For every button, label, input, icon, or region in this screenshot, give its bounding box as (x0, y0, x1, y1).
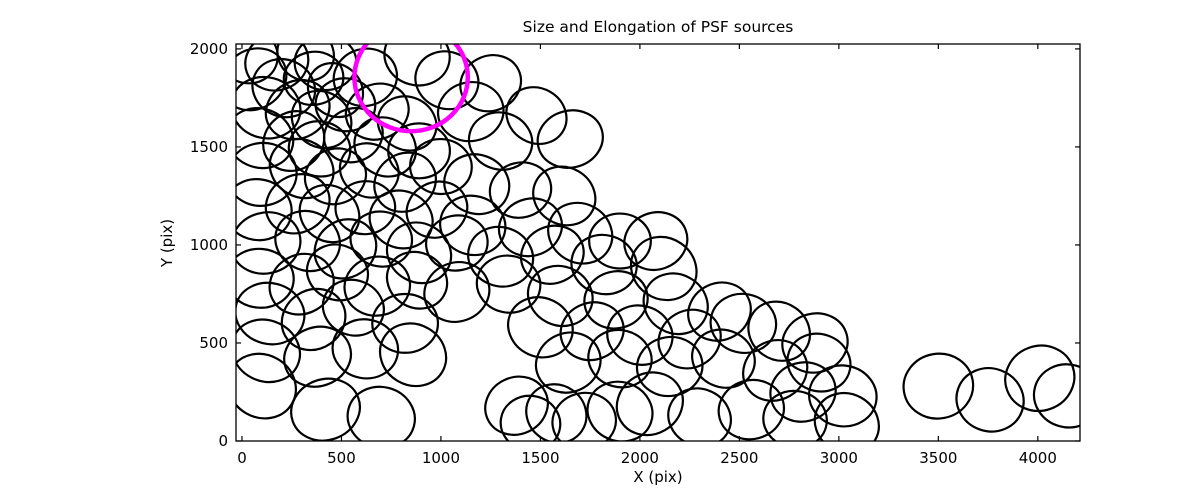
psf-source-ellipse (547, 201, 614, 265)
psf-source-ellipse (385, 250, 449, 310)
psf-source-ellipse (488, 161, 553, 219)
psf-source-markers (236, 44, 1080, 441)
psf-source-ellipse (409, 137, 473, 196)
psf-source-ellipse (264, 173, 331, 235)
x-tick-label: 0 (237, 449, 247, 467)
psf-source-ellipse (762, 389, 828, 441)
psf-source-ellipse (526, 264, 594, 328)
x-tick-label: 1000 (422, 449, 460, 467)
psf-source-ellipse (687, 281, 752, 342)
psf-source-ellipse (623, 211, 689, 271)
psf-source-ellipse (298, 183, 361, 244)
psf-source-ellipse (332, 47, 399, 108)
psf-source-ellipse (484, 375, 549, 436)
x-tick-label: 1500 (521, 449, 559, 467)
psf-source-ellipse (334, 180, 397, 236)
psf-source-ellipse (274, 209, 341, 273)
chart-title: Size and Elongation of PSF sources (523, 18, 794, 36)
psf-source-ellipse (467, 111, 534, 171)
psf-source-ellipse (499, 394, 562, 441)
highlighted-source-marker (352, 44, 471, 134)
psf-source-ellipse (747, 300, 812, 362)
y-tick-label: 2000 (190, 40, 228, 58)
psf-source-ellipse (346, 385, 416, 441)
psf-source-ellipse (559, 301, 625, 362)
psf-source-ellipse (536, 109, 604, 169)
psf-source-ellipse (236, 247, 295, 309)
y-tick-label: 1000 (190, 236, 228, 254)
psf-source-ellipse (268, 252, 335, 316)
highlighted-psf-source-ellipse (352, 44, 471, 134)
psf-source-ellipse (353, 116, 418, 178)
psf-source-ellipse (344, 82, 410, 141)
psf-source-ellipse (902, 352, 975, 420)
psf-source-ellipse (376, 95, 438, 152)
psf-source-ellipse (813, 391, 880, 441)
psf-source-ellipse (236, 107, 295, 170)
psf-source-ellipse (236, 141, 298, 207)
psf-source-ellipse (383, 44, 451, 87)
psf-source-ellipse (955, 367, 1025, 433)
y-axis-title: Y (pix) (158, 219, 176, 268)
psf-source-ellipse (570, 233, 638, 296)
psf-source-ellipse (507, 296, 574, 359)
y-tick-label: 1500 (190, 138, 228, 156)
psf-source-ellipse (635, 335, 704, 398)
psf-source-ellipse (1032, 363, 1080, 429)
psf-source-ellipse (303, 147, 368, 206)
psf-source-ellipse (497, 197, 564, 258)
psf-source-ellipse (280, 287, 347, 352)
axis-tick-labels: 0 500 1000 1500 2000 2500 3000 3500 4000 0 500 1000… (190, 40, 1057, 467)
psf-source-ellipse (236, 318, 302, 384)
axis-ticks (236, 44, 1080, 442)
psf-source-ellipse (691, 328, 756, 389)
x-tick-label: 2500 (720, 449, 758, 467)
psf-source-ellipse (467, 225, 535, 288)
psf-source-ellipse (283, 325, 353, 388)
axes-frame (235, 43, 1081, 442)
psf-source-ellipse (349, 210, 414, 268)
psf-source-ellipse (378, 322, 448, 388)
psf-source-ellipse (606, 304, 674, 366)
psf-source-ellipse (588, 212, 652, 270)
x-tick-label: 3500 (919, 449, 957, 467)
psf-source-ellipse (321, 278, 385, 337)
psf-source-ellipse (709, 292, 778, 354)
psf-source-ellipse (290, 377, 361, 441)
psf-source-ellipse (439, 194, 507, 257)
psf-source-ellipse (236, 178, 293, 242)
psf-source-ellipse (373, 151, 437, 213)
x-axis-title: X (pix) (633, 468, 682, 486)
psf-source-ellipse (371, 292, 440, 354)
psf-source-ellipse (475, 254, 542, 314)
x-tick-label: 500 (327, 449, 356, 467)
psf-source-ellipse (414, 50, 480, 111)
psf-source-ellipse (505, 86, 568, 145)
psf-source-ellipse (586, 380, 654, 441)
psf-source-ellipse (657, 308, 722, 370)
psf-source-ellipse (717, 378, 786, 441)
y-tick-label: 0 (218, 432, 228, 450)
psf-source-ellipse (423, 261, 491, 323)
psf-source-ellipse (1004, 344, 1076, 413)
psf-source-ellipse (808, 364, 878, 428)
psf-source-ellipse (551, 391, 618, 441)
x-tick-label: 2000 (621, 449, 659, 467)
psf-source-ellipse (313, 218, 378, 280)
psf-source-ellipse (534, 331, 602, 394)
psf-source-ellipse (236, 75, 302, 140)
psf-source-ellipse (276, 44, 336, 82)
psf-source-ellipse (338, 142, 400, 199)
x-tick-label: 4000 (1019, 449, 1057, 467)
psf-source-ellipse (425, 214, 489, 272)
psf-source-ellipse (331, 318, 400, 380)
psf-source-ellipse (615, 371, 684, 437)
x-tick-label: 3000 (820, 449, 858, 467)
psf-source-ellipse (742, 339, 809, 402)
psf-source-ellipse (587, 328, 653, 389)
y-tick-label: 500 (199, 334, 228, 352)
